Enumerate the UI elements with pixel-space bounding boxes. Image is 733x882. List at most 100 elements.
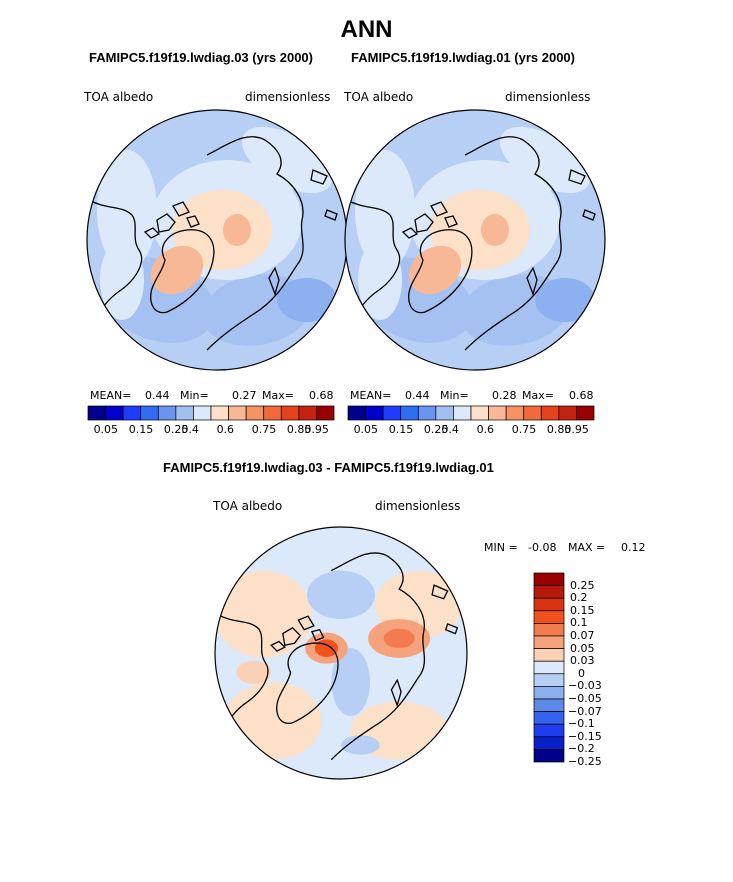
colorbar-difference-swatch bbox=[533, 572, 565, 586]
colorbar-panel-1 bbox=[87, 405, 335, 421]
colorbar-difference-tick-label: 0.1 bbox=[570, 616, 588, 630]
panel-2-max: 0.68 bbox=[569, 389, 594, 402]
polar-map-panel-2-boundary bbox=[344, 109, 606, 371]
colorbar-panel-1-tick-label: 0.85 bbox=[286, 423, 312, 436]
colorbar-panel-2-swatch bbox=[417, 405, 437, 421]
colorbar-panel-2-swatch bbox=[523, 405, 542, 421]
colorbar-panel-2-swatch bbox=[365, 405, 384, 421]
colorbar-panel-1-swatch bbox=[280, 405, 300, 421]
panel-2-min: 0.28 bbox=[492, 389, 517, 402]
colorbar-panel-2-swatch bbox=[505, 405, 525, 421]
panel-2-title: FAMIPC5.f19f19.lwdiag.01 (yrs 2000) bbox=[351, 50, 575, 65]
colorbar-panel-1-swatch bbox=[245, 405, 265, 421]
colorbar-panel-1-swatch bbox=[140, 405, 159, 421]
colorbar-panel-2-swatch bbox=[435, 405, 454, 421]
colorbar-panel-2 bbox=[347, 405, 595, 421]
colorbar-difference bbox=[533, 572, 565, 763]
panel-2-variable: TOA albedo bbox=[344, 90, 414, 104]
panel-1-mean: 0.44 bbox=[145, 389, 170, 402]
colorbar-panel-1-tick-label: 0.75 bbox=[251, 423, 277, 436]
colorbar-difference-swatch bbox=[533, 711, 565, 725]
polar-map-difference-boundary bbox=[214, 526, 468, 780]
colorbar-difference-tick-label: −0.1 bbox=[568, 717, 595, 731]
colorbar-difference-swatch bbox=[533, 736, 565, 750]
colorbar-panel-2-swatch bbox=[400, 405, 419, 421]
colorbar-panel-2-tick-label: 0.05 bbox=[353, 423, 379, 436]
colorbar-difference-tick-label: −0.15 bbox=[568, 729, 602, 743]
colorbar-difference-tick-label: −0.05 bbox=[568, 692, 602, 705]
panel-1-units: dimensionless bbox=[245, 90, 331, 104]
colorbar-panel-1-swatch bbox=[87, 405, 106, 421]
polar-map-panel-2 bbox=[344, 109, 606, 371]
colorbar-panel-2-swatch bbox=[453, 405, 472, 421]
polar-map-panel-1 bbox=[86, 109, 348, 371]
colorbar-difference-swatch bbox=[533, 749, 565, 763]
colorbar-difference-tick-label: 0.07 bbox=[570, 629, 595, 642]
colorbar-panel-2-swatch bbox=[540, 405, 560, 421]
colorbar-panel-1-tick-label: 0.25 bbox=[163, 423, 189, 436]
panel-1-variable: TOA albedo bbox=[84, 90, 154, 104]
polar-map-difference bbox=[214, 526, 468, 780]
colorbar-panel-1-tick-label: 0.05 bbox=[93, 423, 119, 436]
colorbar-panel-2-tick-label: 0.6 bbox=[476, 423, 495, 436]
colorbar-difference-swatch bbox=[533, 648, 565, 662]
colorbar-panel-2-tick-label: 0.75 bbox=[511, 423, 537, 436]
colorbar-panel-2-swatch bbox=[488, 405, 507, 421]
colorbar-difference-swatch bbox=[533, 723, 565, 738]
colorbar-panel-1-swatch bbox=[210, 405, 229, 421]
difference-title: FAMIPC5.f19f19.lwdiag.03 - FAMIPC5.f19f1… bbox=[163, 460, 494, 475]
colorbar-difference-swatch bbox=[533, 673, 565, 687]
colorbar-difference-tick-label: 0.03 bbox=[570, 654, 595, 668]
difference-min: -0.08 bbox=[528, 541, 557, 554]
colorbar-difference-tick-label: 0.05 bbox=[570, 641, 595, 655]
colorbar-difference-tick-label: 0.2 bbox=[570, 591, 588, 605]
panel-1-title: FAMIPC5.f19f19.lwdiag.03 (yrs 2000) bbox=[89, 50, 313, 65]
colorbar-difference-tick-label: −0.07 bbox=[568, 704, 602, 718]
colorbar-panel-2-swatch bbox=[558, 405, 577, 421]
colorbar-difference-tick-label: −0.03 bbox=[568, 679, 602, 693]
colorbar-panel-1-swatch bbox=[316, 405, 335, 421]
difference-max-label: MAX = bbox=[568, 541, 606, 554]
panel-1-min-label: Min= bbox=[180, 389, 209, 402]
colorbar-panel-1-tick-label: 0.4 bbox=[181, 423, 199, 436]
panel-2-max-label: Max= bbox=[522, 389, 554, 402]
difference-variable: TOA albedo bbox=[213, 499, 283, 513]
colorbar-panel-2-swatch bbox=[382, 405, 402, 421]
panel-1-max: 0.68 bbox=[309, 389, 334, 402]
colorbar-panel-1-swatch bbox=[263, 405, 282, 421]
colorbar-panel-2-swatch bbox=[347, 405, 366, 421]
colorbar-difference-swatch bbox=[533, 698, 565, 712]
panel-1-min: 0.27 bbox=[232, 389, 257, 402]
panel-2-units: dimensionless bbox=[505, 90, 591, 104]
colorbar-panel-2-tick-label: 0.25 bbox=[423, 423, 449, 436]
colorbar-difference-tick-label: 0 bbox=[578, 666, 585, 680]
colorbar-difference-swatch bbox=[533, 635, 565, 649]
colorbar-difference-swatch bbox=[533, 660, 565, 675]
colorbar-panel-1-swatch bbox=[298, 405, 317, 421]
panel-1-max-label: Max= bbox=[262, 389, 294, 402]
colorbar-panel-1-swatch bbox=[157, 405, 177, 421]
colorbar-panel-1-tick-label: 0.95 bbox=[304, 423, 329, 436]
colorbar-panel-2-swatch bbox=[470, 405, 489, 421]
colorbar-difference-tick-label: −0.2 bbox=[568, 742, 595, 756]
colorbar-panel-1-swatch bbox=[193, 405, 212, 421]
panel-2-min-label: Min= bbox=[440, 389, 469, 402]
colorbar-difference-tick-label: 0.15 bbox=[570, 603, 595, 617]
panel-1-mean-label: MEAN= bbox=[90, 389, 132, 402]
colorbar-difference-swatch bbox=[533, 686, 565, 700]
difference-max: 0.12 bbox=[621, 541, 646, 554]
colorbar-difference-tick-label: 0.25 bbox=[570, 578, 595, 592]
colorbar-panel-1-tick-label: 0.15 bbox=[128, 423, 154, 436]
panel-2-mean-label: MEAN= bbox=[350, 389, 392, 402]
panel-2-mean: 0.44 bbox=[405, 389, 430, 402]
colorbar-panel-2-tick-label: 0.15 bbox=[388, 423, 414, 436]
colorbar-difference-tick-label: −0.25 bbox=[568, 755, 602, 768]
colorbar-panel-2-swatch bbox=[576, 405, 595, 421]
colorbar-panel-2-tick-label: 0.4 bbox=[441, 423, 459, 436]
colorbar-panel-1-swatch bbox=[105, 405, 124, 421]
colorbar-difference-swatch bbox=[533, 597, 565, 612]
difference-units: dimensionless bbox=[375, 499, 461, 513]
colorbar-difference-swatch bbox=[533, 610, 565, 624]
colorbar-panel-1-tick-label: 0.6 bbox=[216, 423, 235, 436]
colorbar-panel-1-swatch bbox=[122, 405, 142, 421]
